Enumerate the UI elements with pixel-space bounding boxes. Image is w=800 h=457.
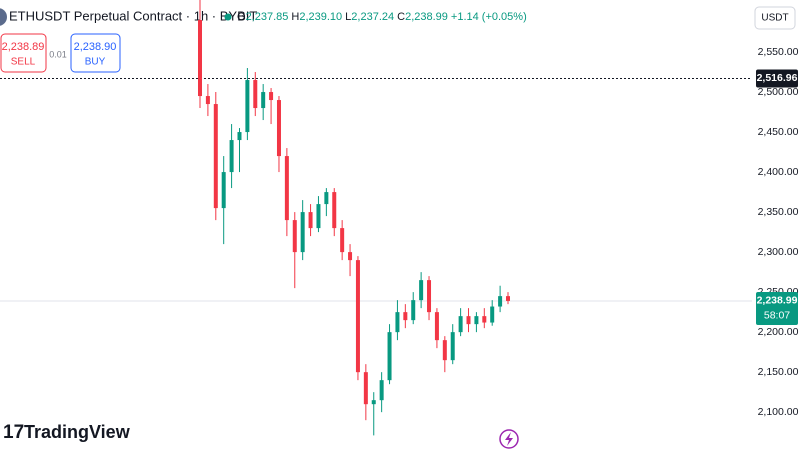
sell-button[interactable] [0,33,47,73]
candle-body [506,296,510,301]
candle-body [261,92,266,109]
sell-label: SELL [11,57,36,68]
marked-price-label: 2,516.96 [757,72,798,84]
candle-body [466,316,471,325]
y-tick-label: 2,300.00 [758,246,799,258]
candle-body [363,372,368,405]
ohlc-item: C [397,11,405,23]
lightning-bolt [505,432,513,446]
candle-body [482,316,487,323]
candle-body [316,204,321,229]
y-tick-label: 2,450.00 [758,126,799,138]
ohlc-item: L [345,11,351,23]
candle-body [269,92,274,101]
buy-price: 2,238.90 [74,41,117,53]
candle-body [442,340,447,361]
lightning-icon[interactable] [499,429,519,449]
candle-body [379,380,384,401]
candle-body [434,312,439,341]
candle-body [490,306,495,323]
candle-body [371,400,376,405]
brand-logo: 17 [3,422,24,443]
y-tick-label: 2,200.00 [758,326,799,338]
ohlc-item: +1.14 (+0.05%) [451,11,527,23]
candle-body [292,220,297,253]
candle-body [498,296,503,307]
candle-body [458,316,463,333]
candle-body [213,104,218,209]
countdown: 58:07 [764,310,790,322]
currency-button[interactable] [754,6,796,30]
ohlc-item: 2,237.24 [351,11,394,23]
marked-price-box [756,69,798,88]
candle-body [237,132,242,141]
chart-title: ETHUSDT Perpetual Contract · 1h · BYBIT [9,8,257,23]
buy-button[interactable] [70,33,121,73]
candle-body [205,96,210,105]
last-price-label: 2,238.99 [757,295,798,307]
buy-label: BUY [85,57,106,68]
symbol-icon [0,8,7,26]
candle-body [419,280,424,301]
candle-body [411,300,416,321]
candle-body [229,140,234,173]
candle-body [427,280,432,313]
ohlc-item: H [291,11,299,23]
candle-body [340,228,345,253]
y-tick-label: 2,500.00 [758,86,799,98]
ohlc-item: 2,239.10 [299,11,342,23]
brand: TradingView [24,422,131,442]
y-tick-label: 2,150.00 [758,366,799,378]
y-tick-label: 2,100.00 [758,406,799,418]
candle-body [221,172,226,209]
candle-body [324,192,329,205]
candle-body [387,332,392,381]
candle-body [395,312,400,333]
last-price-box [756,291,798,325]
currency: USDT [761,13,788,24]
y-tick-label: 2,350.00 [758,206,799,218]
candle-body [332,192,337,229]
candle-body [474,316,479,325]
ohlc-item: 2,237.85 [246,11,289,23]
y-tick-label: 2,550.00 [758,46,799,58]
candle-body [253,80,258,109]
candle-body [403,312,408,321]
candle-body [300,212,305,253]
sell-price: 2,238.89 [2,41,45,53]
ohlc-item: O [237,11,246,23]
candle-body [284,156,289,221]
ohlc-item: 2,238.99 [405,11,448,23]
candle-body [355,260,360,373]
candle-body [245,80,250,133]
status-dot [224,13,232,21]
candle-body [308,212,313,229]
candle-body [450,332,455,361]
y-tick-label: 2,400.00 [758,166,799,178]
candle-body [198,20,202,97]
spread: 0.01 [49,49,67,59]
candle-body [276,100,281,157]
candle-body [348,252,353,261]
